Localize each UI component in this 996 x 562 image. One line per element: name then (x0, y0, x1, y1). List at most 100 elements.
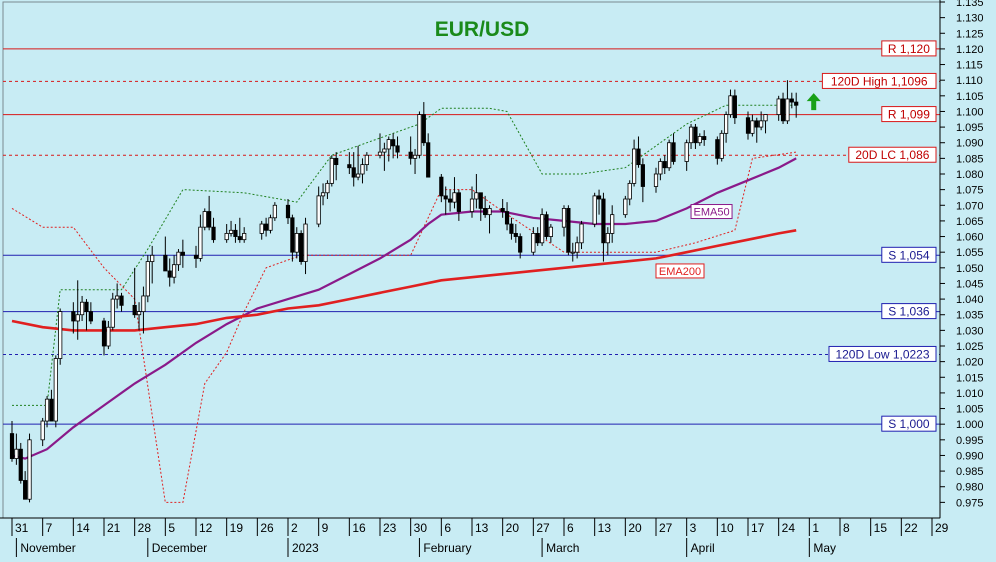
x-tick-label: 26 (260, 521, 274, 535)
y-tick-label: 1.095 (956, 122, 984, 134)
month-label: November (20, 541, 75, 555)
level-label: R 1,099 (888, 108, 930, 122)
candle-body (242, 233, 247, 241)
candle-body (439, 176, 444, 197)
candle-body (237, 236, 242, 241)
candle-body (84, 301, 89, 312)
y-tick-label: 1.055 (956, 247, 984, 259)
candle-body (290, 217, 295, 253)
x-tick-label: 3 (690, 521, 697, 535)
y-tick-label: 1.015 (956, 372, 984, 384)
candle-body (426, 142, 431, 178)
candle-body (719, 132, 724, 159)
y-tick-label: 1.050 (956, 263, 984, 275)
candle-body (320, 192, 326, 197)
candle-body (408, 151, 413, 159)
candle-body (544, 214, 549, 237)
candle-body (386, 139, 391, 150)
ema-label: EMA200 (659, 266, 701, 278)
level-label-box (881, 106, 937, 123)
candle-body (299, 233, 304, 262)
candles (9, 80, 799, 503)
candle-body (58, 311, 63, 359)
candle-body (198, 226, 203, 259)
candle-body (224, 233, 229, 241)
candle-body (263, 223, 269, 231)
candle-body (500, 207, 505, 212)
level-label-box (848, 146, 937, 163)
x-tick-label: 12 (199, 521, 213, 535)
x-tick-label: 28 (138, 521, 152, 535)
candle-body (228, 229, 234, 234)
candle-body (688, 126, 694, 144)
candle-body (776, 98, 781, 115)
y-tick-label: 1.005 (956, 404, 984, 416)
candle-body (631, 148, 637, 184)
x-tick-label: 30 (414, 521, 428, 535)
candle-body (145, 261, 150, 297)
candle-body (202, 211, 207, 228)
candle-body (636, 148, 641, 166)
candle-body (789, 98, 794, 103)
candle-body (548, 226, 553, 237)
candle-body (592, 195, 597, 225)
candle-body (132, 304, 137, 316)
month-label: December (152, 541, 207, 555)
y-tick-label: 1.020 (956, 357, 984, 369)
candle-body (667, 142, 672, 169)
candle-body (728, 95, 733, 115)
month-label: May (813, 541, 836, 555)
x-tick-label: 2 (291, 521, 298, 535)
candle-body (605, 233, 610, 244)
x-tick-label: 1 (812, 521, 819, 535)
y-tick-label: 0.995 (956, 435, 984, 447)
x-tick-label: 10 (720, 521, 734, 535)
candle-body (487, 207, 492, 216)
x-tick-label: 13 (598, 521, 612, 535)
x-tick-label: 19 (230, 521, 244, 535)
candle-body (377, 151, 383, 156)
level-label: 120D Low 1,0223 (835, 347, 929, 361)
candle-body (360, 164, 365, 175)
candle-body (452, 192, 457, 203)
candle-body (763, 114, 768, 122)
candle-body (101, 320, 107, 347)
y-tick-label: 0.975 (956, 497, 984, 509)
candle-body (601, 198, 606, 244)
candle-body (395, 145, 400, 153)
y-tick-label: 1.025 (956, 341, 984, 353)
x-tick-label: 15 (874, 521, 888, 535)
x-tick-label: 9 (322, 521, 329, 535)
candle-body (575, 242, 580, 253)
candle-body (697, 136, 702, 144)
candle-body (421, 114, 426, 144)
ema-label: EMA50 (694, 207, 730, 219)
x-tick-label: 14 (76, 521, 90, 535)
candle-body (150, 254, 155, 262)
candle-body (391, 139, 396, 147)
candle-body (443, 195, 448, 200)
candle-body (233, 229, 238, 237)
candle-body (325, 182, 330, 194)
candle-body (474, 192, 479, 200)
candle-body (596, 195, 602, 200)
y-tick-label: 1.120 (956, 44, 984, 56)
candle-body (640, 164, 645, 187)
level-label: 120D High 1,1096 (831, 74, 928, 88)
candle-body (259, 223, 264, 234)
candle-body (115, 295, 120, 300)
candle-body (535, 233, 540, 244)
candle-body (662, 161, 667, 169)
candle-body (355, 173, 361, 178)
x-tick-label: 20 (628, 521, 642, 535)
candle-body (79, 301, 85, 316)
candle-body (40, 420, 45, 441)
level-label: R 1,120 (888, 42, 930, 56)
x-tick-label: 17 (751, 521, 765, 535)
level-label: S 1,036 (888, 305, 930, 319)
y-tick-label: 1.045 (956, 278, 984, 290)
candle-body (723, 114, 729, 134)
y-tick-label: 1.035 (956, 310, 984, 322)
